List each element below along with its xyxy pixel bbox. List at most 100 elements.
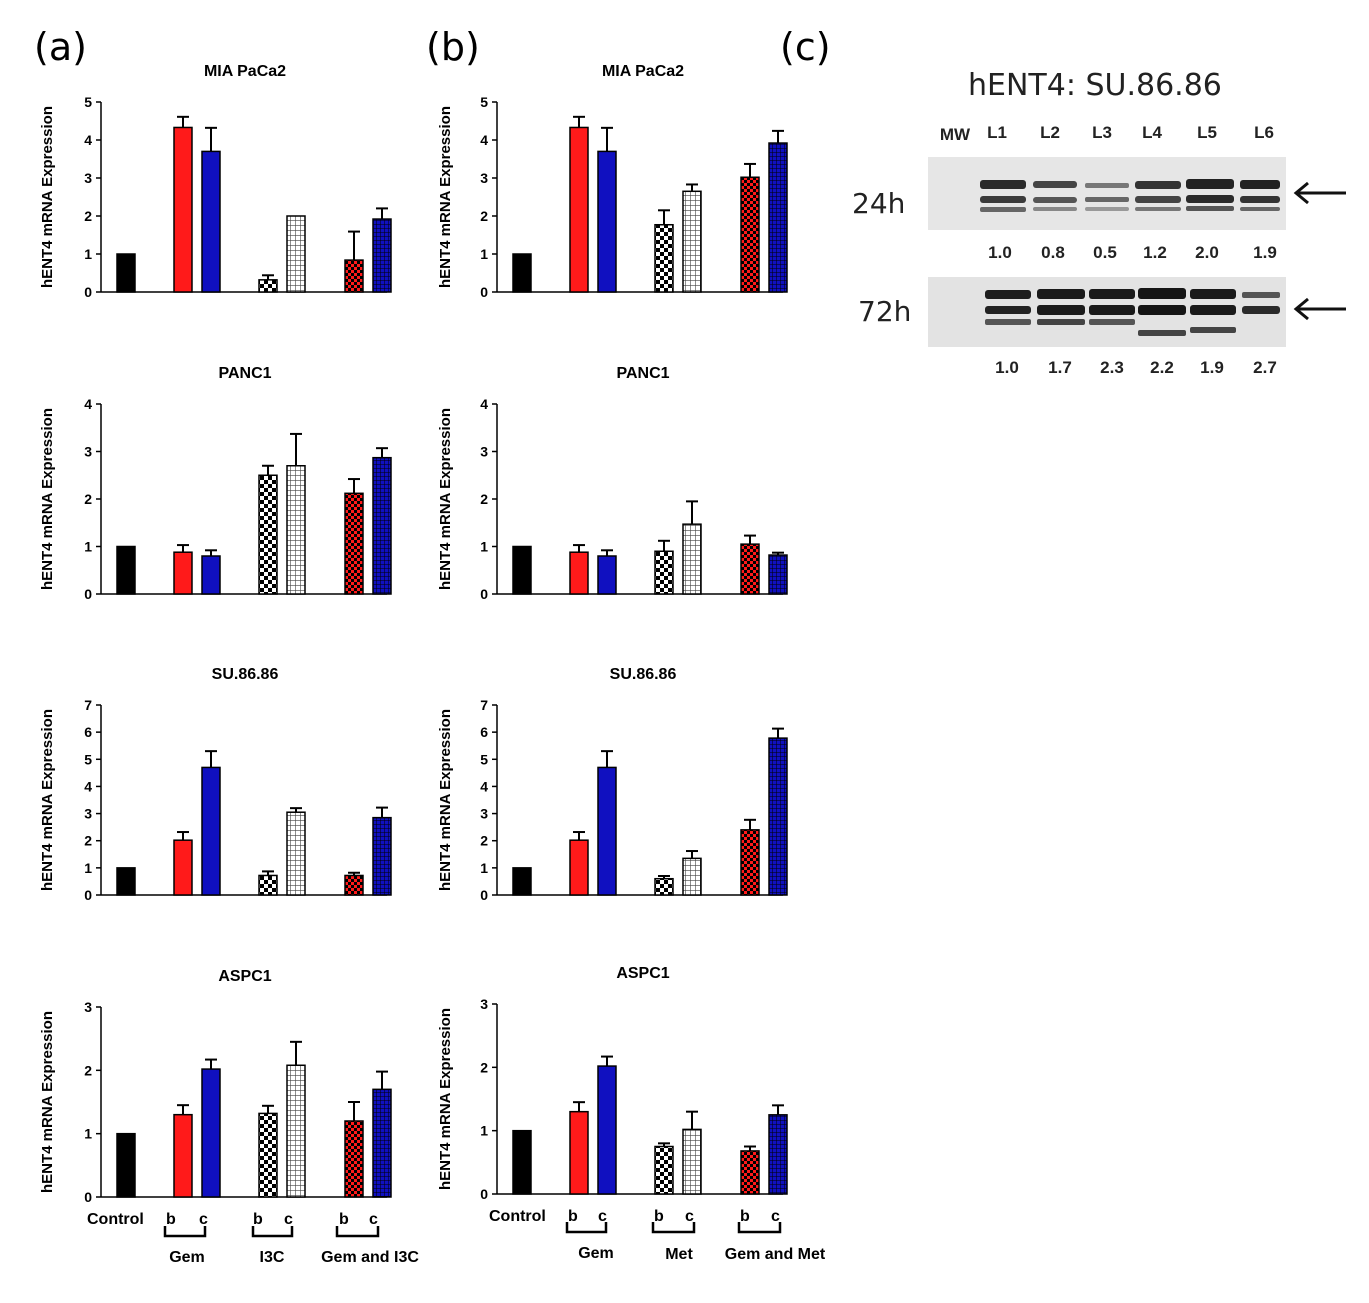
y-tick-label: 0 xyxy=(480,586,488,602)
chart-title: SU.86.86 xyxy=(212,666,279,683)
bar-chart: SU.86.86 hENT4 mRNA Expression 0 1 2 3 4 5 6 7 xyxy=(39,666,392,903)
y-tick-label: 3 xyxy=(84,999,92,1015)
bar-chart: SU.86.86 hENT4 mRNA Expression 0 1 2 3 4 5 6 7 xyxy=(437,666,788,903)
y-tick-label: 2 xyxy=(480,833,488,849)
y-tick-label: 4 xyxy=(84,396,92,412)
bar xyxy=(740,543,760,595)
bar xyxy=(116,545,136,595)
bar xyxy=(740,176,760,293)
quant-value: 1.2 xyxy=(1143,243,1167,262)
time-label: 72h xyxy=(858,295,911,328)
blot-bands xyxy=(980,179,1280,212)
x-group-label: Gem xyxy=(578,1245,614,1262)
quant-value: 2.7 xyxy=(1253,358,1277,377)
bar-chart: PANC1 hENT4 mRNA Expression 0 1 2 3 4 xyxy=(437,365,788,602)
bar-chart: PANC1 hENT4 mRNA Expression 0 1 2 3 4 xyxy=(39,365,392,602)
y-tick-label: 1 xyxy=(84,539,92,555)
x-label-c: c xyxy=(199,1211,208,1228)
lane-label: L4 xyxy=(1142,123,1162,142)
bar-charts: MIA PaCa2 hENT4 mRNA Expression 0 1 2 3 4 5 PANC… xyxy=(39,63,788,1205)
x-label-c: c xyxy=(369,1211,378,1228)
y-tick-label: 0 xyxy=(84,887,92,903)
group-bracket xyxy=(335,1226,380,1238)
lane-label: L1 xyxy=(987,123,1007,142)
bar-chart: MIA PaCa2 hENT4 mRNA Expression 0 1 2 3 4 5 xyxy=(39,63,392,300)
x-label-b: b xyxy=(654,1208,664,1225)
y-tick-label: 0 xyxy=(480,1186,488,1202)
y-tick-label: 5 xyxy=(84,94,92,110)
bar xyxy=(597,555,617,595)
bar xyxy=(597,766,617,896)
y-axis-label: hENT4 mRNA Expression xyxy=(39,408,56,590)
bar xyxy=(512,545,532,595)
bar xyxy=(201,150,221,293)
x-group-label: Gem and Met xyxy=(725,1246,826,1263)
y-tick-label: 3 xyxy=(480,996,488,1012)
bar xyxy=(258,279,278,293)
bar xyxy=(372,456,392,595)
bar xyxy=(654,877,674,896)
chart-title: ASPC1 xyxy=(616,965,669,982)
chart-title: MIA PaCa2 xyxy=(204,63,286,80)
y-tick-label: 2 xyxy=(84,1062,92,1078)
bar xyxy=(173,1113,193,1198)
y-tick-label: 3 xyxy=(84,170,92,186)
y-tick-label: 3 xyxy=(480,806,488,822)
y-tick-label: 5 xyxy=(84,751,92,767)
x-label-c: c xyxy=(284,1211,293,1228)
x-group-label: Gem and I3C xyxy=(321,1249,419,1266)
bar xyxy=(116,867,136,896)
bar xyxy=(682,523,702,595)
bar xyxy=(654,550,674,595)
y-tick-label: 5 xyxy=(480,94,488,110)
group-bracket xyxy=(565,1222,608,1234)
y-axis-label: hENT4 mRNA Expression xyxy=(437,408,454,590)
group-bracket xyxy=(163,1226,207,1238)
y-tick-label: 4 xyxy=(84,132,92,148)
bar xyxy=(512,253,532,293)
group-bracket xyxy=(651,1222,696,1234)
y-tick-label: 0 xyxy=(84,284,92,300)
bar xyxy=(344,492,364,595)
bar xyxy=(569,126,589,293)
x-group-label: I3C xyxy=(260,1249,285,1266)
chart-title: ASPC1 xyxy=(218,968,271,985)
bar xyxy=(344,1120,364,1198)
bar xyxy=(682,857,702,896)
y-tick-label: 2 xyxy=(84,833,92,849)
bar xyxy=(740,829,760,896)
y-tick-label: 7 xyxy=(480,697,488,713)
bar xyxy=(597,1065,617,1195)
y-axis-label: hENT4 mRNA Expression xyxy=(39,709,56,891)
western-blot: hENT4: SU.86.86 MW L1 L2 L3 L4 L5 L6 24h xyxy=(852,68,1346,377)
quant-value: 2.3 xyxy=(1100,358,1124,377)
y-tick-label: 7 xyxy=(84,697,92,713)
arrow-icon xyxy=(1293,181,1346,205)
y-tick-label: 1 xyxy=(480,539,488,555)
bar xyxy=(116,253,136,293)
bar-chart: MIA PaCa2 hENT4 mRNA Expression 0 1 2 3 4 5 xyxy=(437,63,788,300)
blot-bands xyxy=(985,288,1280,336)
bar xyxy=(201,555,221,595)
lane-label: L6 xyxy=(1254,123,1274,142)
lane-label: L3 xyxy=(1092,123,1112,142)
time-label: 24h xyxy=(852,187,905,220)
bar xyxy=(512,1129,532,1195)
quant-value: 1.0 xyxy=(995,358,1019,377)
bar-chart: ASPC1 hENT4 mRNA Expression 0 1 2 3 xyxy=(39,968,392,1205)
y-tick-label: 1 xyxy=(84,246,92,262)
y-tick-label: 0 xyxy=(84,586,92,602)
bar xyxy=(116,1132,136,1198)
y-axis-label: hENT4 mRNA Expression xyxy=(437,1008,454,1190)
x-label-control: Control xyxy=(489,1208,546,1225)
bar xyxy=(286,215,306,293)
bar xyxy=(569,839,589,896)
x-axis-labels-b: Control b c b c b c Gem Met Gem and Met xyxy=(489,1208,826,1263)
y-tick-label: 4 xyxy=(480,778,488,794)
bar xyxy=(286,811,306,896)
y-tick-label: 3 xyxy=(480,170,488,186)
panel-label-a: (a) xyxy=(34,25,87,69)
chart-title: PANC1 xyxy=(616,365,669,382)
y-tick-label: 1 xyxy=(84,1126,92,1142)
